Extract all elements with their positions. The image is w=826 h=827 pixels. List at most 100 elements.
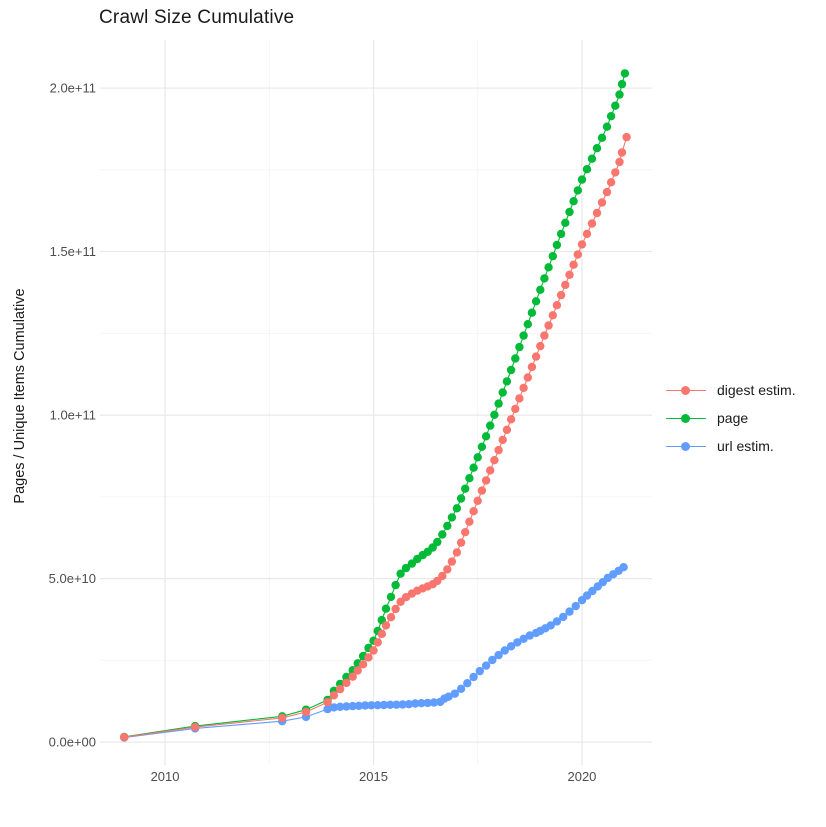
data-point <box>490 410 499 419</box>
data-point <box>386 700 395 709</box>
data-point <box>398 700 407 709</box>
data-point <box>361 701 370 710</box>
data-point <box>559 612 568 622</box>
data-point <box>301 707 311 717</box>
data-point <box>381 604 391 613</box>
data-point <box>502 377 512 386</box>
data-point <box>597 198 607 207</box>
data-point <box>552 301 562 310</box>
data-point <box>353 666 362 675</box>
data-point <box>611 168 620 177</box>
data-point <box>615 157 624 167</box>
data-point <box>490 456 499 465</box>
svg-text:1.0e+11: 1.0e+11 <box>50 408 96 423</box>
legend-label: page <box>717 410 749 426</box>
data-point <box>278 713 287 723</box>
data-point <box>323 698 332 707</box>
data-point <box>515 342 524 352</box>
data-point <box>527 308 537 317</box>
data-point <box>552 240 562 250</box>
data-point <box>475 666 484 676</box>
data-point <box>473 453 482 462</box>
data-point <box>444 692 453 701</box>
svg-text:0.0e+00: 0.0e+00 <box>49 735 96 750</box>
data-point <box>358 660 368 669</box>
data-point <box>548 311 557 320</box>
data-point <box>577 175 587 184</box>
data-point <box>456 684 466 693</box>
data-point <box>461 484 470 493</box>
data-point <box>354 701 364 710</box>
data-point <box>456 494 466 503</box>
data-point <box>396 569 405 578</box>
data-point <box>367 701 376 710</box>
svg-text:2015: 2015 <box>359 769 388 784</box>
data-point <box>569 260 578 269</box>
data-point <box>511 404 520 414</box>
data-point <box>573 250 582 259</box>
data-point <box>481 661 491 670</box>
data-point <box>500 646 509 655</box>
data-point <box>582 165 592 174</box>
data-point <box>377 629 386 639</box>
data-point <box>120 733 129 742</box>
data-point <box>536 341 545 351</box>
data-point <box>481 432 491 441</box>
data-point <box>348 701 357 711</box>
data-point <box>502 425 512 434</box>
series-digest-estim- <box>120 132 631 742</box>
data-point <box>531 352 541 361</box>
data-point <box>571 601 580 611</box>
data-point <box>465 474 474 483</box>
x-tick-labels: 2010 2015 2020 <box>151 769 597 784</box>
data-point <box>515 394 524 403</box>
data-point <box>519 634 528 643</box>
data-point <box>190 722 200 732</box>
data-point <box>587 154 597 163</box>
svg-text:2.0e+11: 2.0e+11 <box>50 81 96 96</box>
svg-text:2020: 2020 <box>567 769 596 784</box>
data-point <box>597 133 607 142</box>
data-point <box>373 701 382 710</box>
legend-label: digest estim. <box>717 382 796 398</box>
data-point <box>373 638 382 647</box>
data-point <box>523 320 532 329</box>
data-point <box>561 218 570 227</box>
data-point <box>486 421 495 430</box>
legend-key-digest-icon <box>664 383 708 397</box>
data-point <box>577 240 587 249</box>
data-point <box>364 653 373 662</box>
data-point <box>494 650 503 660</box>
data-point <box>552 617 562 626</box>
data-point <box>506 365 516 375</box>
data-point <box>477 442 487 451</box>
data-point <box>411 699 420 708</box>
data-point <box>465 517 474 526</box>
data-point <box>617 148 627 157</box>
grid-major <box>100 40 652 765</box>
data-point <box>536 285 545 294</box>
data-point <box>438 571 447 581</box>
data-point <box>443 565 452 574</box>
data-point <box>494 399 503 408</box>
data-point <box>447 557 457 566</box>
data-point <box>548 252 557 261</box>
data-point <box>606 112 616 121</box>
data-point <box>391 580 400 590</box>
data-point <box>469 507 478 516</box>
data-point <box>329 703 339 712</box>
legend-key-url-icon <box>664 439 708 453</box>
data-point <box>611 101 620 110</box>
data-point <box>561 280 570 290</box>
data-point <box>417 699 426 708</box>
data-point <box>456 538 466 547</box>
data-point <box>342 702 351 711</box>
data-point <box>587 219 597 228</box>
data-point <box>477 486 487 495</box>
data-point <box>606 178 616 187</box>
data-point <box>438 530 447 539</box>
legend: digest estim. page url estim. <box>664 380 796 464</box>
data-point <box>342 678 351 688</box>
data-point <box>556 229 566 239</box>
